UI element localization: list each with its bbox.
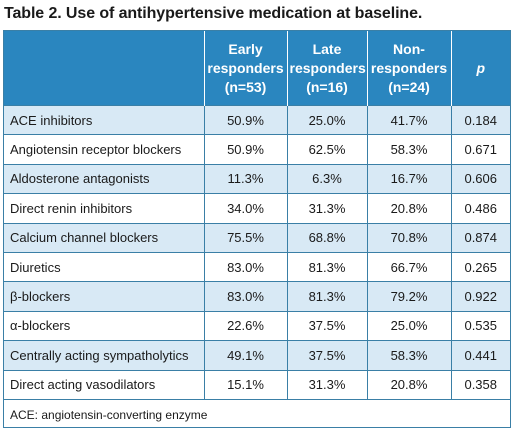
- cell-late: 68.8%: [286, 222, 367, 253]
- cell-p: 0.535: [450, 310, 510, 341]
- cell-non: 25.0%: [366, 310, 451, 341]
- cell-non: 41.7%: [366, 104, 451, 135]
- row-label: Direct acting vasodilators: [4, 369, 204, 400]
- header-line: Late: [312, 40, 342, 57]
- cell-non: 79.2%: [366, 281, 451, 312]
- table-row: Angiotensin receptor blockers 50.9% 62.5…: [4, 134, 510, 165]
- cell-p: 0.441: [450, 340, 510, 371]
- header-non-responders: Non- responders (n=24): [366, 31, 451, 106]
- footnote: ACE: angiotensin-converting enzyme: [4, 398, 510, 427]
- cell-p: 0.265: [450, 251, 510, 282]
- cell-p: 0.486: [450, 193, 510, 224]
- table-row: Aldosterone antagonists 11.3% 6.3% 16.7%…: [4, 163, 510, 194]
- cell-early: 49.1%: [203, 340, 287, 371]
- cell-non: 66.7%: [366, 251, 451, 282]
- row-label: Angiotensin receptor blockers: [4, 134, 204, 165]
- cell-late: 25.0%: [286, 104, 367, 135]
- table-row: Diuretics 83.0% 81.3% 66.7% 0.265: [4, 251, 510, 282]
- cell-early: 50.9%: [203, 134, 287, 165]
- row-label: Direct renin inhibitors: [4, 193, 204, 224]
- cell-late: 62.5%: [286, 134, 367, 165]
- medication-table: Early responders (n=53) Late responders …: [3, 30, 511, 428]
- cell-early: 50.9%: [203, 104, 287, 135]
- row-label: Diuretics: [4, 251, 204, 282]
- cell-late: 6.3%: [286, 163, 367, 194]
- header-row: Early responders (n=53) Late responders …: [4, 31, 510, 106]
- header-late-responders: Late responders (n=16): [286, 31, 367, 106]
- cell-early: 11.3%: [203, 163, 287, 194]
- cell-early: 83.0%: [203, 251, 287, 282]
- table-row: Direct renin inhibitors 34.0% 31.3% 20.8…: [4, 193, 510, 224]
- table-row: Direct acting vasodilators 15.1% 31.3% 2…: [4, 369, 510, 400]
- cell-early: 22.6%: [203, 310, 287, 341]
- table-row: Centrally acting sympatholytics 49.1% 37…: [4, 340, 510, 371]
- cell-early: 15.1%: [203, 369, 287, 400]
- table-title: Table 2. Use of antihypertensive medicat…: [4, 5, 423, 22]
- header-line: Early: [228, 40, 263, 57]
- row-label: Calcium channel blockers: [4, 222, 204, 253]
- cell-p: 0.184: [450, 104, 510, 135]
- header-line: (n=53): [224, 78, 267, 95]
- cell-late: 81.3%: [286, 251, 367, 282]
- header-medication: [4, 31, 204, 106]
- cell-late: 37.5%: [286, 310, 367, 341]
- cell-non: 70.8%: [366, 222, 451, 253]
- cell-p: 0.922: [450, 281, 510, 312]
- cell-non: 20.8%: [366, 369, 451, 400]
- header-early-responders: Early responders (n=53): [203, 31, 287, 106]
- row-label: ACE inhibitors: [4, 104, 204, 135]
- cell-non: 20.8%: [366, 193, 451, 224]
- footnote-row: ACE: angiotensin-converting enzyme: [4, 398, 510, 427]
- cell-p: 0.874: [450, 222, 510, 253]
- table-row: Calcium channel blockers 75.5% 68.8% 70.…: [4, 222, 510, 253]
- table-row: ACE inhibitors 50.9% 25.0% 41.7% 0.184: [4, 104, 510, 135]
- cell-non: 58.3%: [366, 134, 451, 165]
- cell-non: 16.7%: [366, 163, 451, 194]
- cell-p: 0.671: [450, 134, 510, 165]
- cell-early: 75.5%: [203, 222, 287, 253]
- cell-p: 0.358: [450, 369, 510, 400]
- cell-late: 81.3%: [286, 281, 367, 312]
- table-row: β-blockers 83.0% 81.3% 79.2% 0.922: [4, 281, 510, 312]
- cell-late: 37.5%: [286, 340, 367, 371]
- cell-late: 31.3%: [286, 369, 367, 400]
- header-line: (n=16): [306, 78, 348, 95]
- header-line: responders: [370, 59, 448, 76]
- cell-p: 0.606: [450, 163, 510, 194]
- header-line: Non-: [393, 40, 425, 57]
- row-label: α-blockers: [4, 310, 204, 341]
- header-line: (n=24): [388, 78, 430, 95]
- cell-non: 58.3%: [366, 340, 451, 371]
- cell-late: 31.3%: [286, 193, 367, 224]
- row-label: Aldosterone antagonists: [4, 163, 204, 194]
- cell-early: 34.0%: [203, 193, 287, 224]
- header-line: responders: [289, 59, 366, 76]
- cell-early: 83.0%: [203, 281, 287, 312]
- row-label: Centrally acting sympatholytics: [4, 340, 204, 371]
- row-label: β-blockers: [4, 281, 204, 312]
- header-p-value: p: [450, 31, 510, 106]
- header-line: responders: [207, 59, 284, 76]
- table-row: α-blockers 22.6% 37.5% 25.0% 0.535: [4, 310, 510, 341]
